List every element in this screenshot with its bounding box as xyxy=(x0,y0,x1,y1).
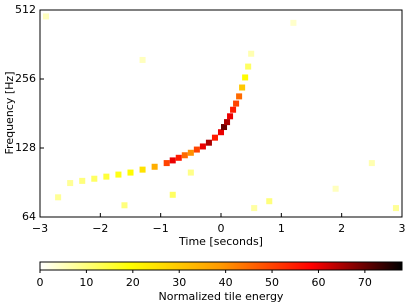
colorbar xyxy=(39,261,403,271)
colorbar-tick-label: 20 xyxy=(126,276,140,289)
x-tick-label: 1 xyxy=(278,222,285,235)
tile xyxy=(245,63,252,70)
y-axis-label: Frequency [Hz] xyxy=(3,72,16,155)
tile xyxy=(163,160,170,167)
tile xyxy=(187,149,194,156)
y-tick-label: 128 xyxy=(15,141,36,154)
tile xyxy=(251,205,258,212)
plot-frame xyxy=(39,9,403,218)
x-tick-label: 0 xyxy=(218,222,225,235)
tile xyxy=(332,185,339,192)
tile xyxy=(248,50,255,57)
tile xyxy=(242,74,249,81)
y-tick-label: 256 xyxy=(15,72,36,85)
colorbar-tick-label: 60 xyxy=(311,276,325,289)
colorbar-tick-label: 70 xyxy=(358,276,372,289)
tile xyxy=(187,169,194,176)
colorbar-tick-label: 50 xyxy=(265,276,279,289)
tile xyxy=(169,157,176,164)
tile xyxy=(221,124,228,131)
tile xyxy=(239,84,246,91)
tile xyxy=(230,106,237,113)
x-tick-label: −3 xyxy=(32,222,48,235)
y-tick-label: 64 xyxy=(22,210,36,223)
tile xyxy=(55,194,62,201)
tile xyxy=(224,119,231,126)
tile xyxy=(181,152,188,159)
x-tick-label: −2 xyxy=(92,222,108,235)
tile xyxy=(211,134,218,141)
tile xyxy=(115,171,122,178)
colorbar-tick-label: 10 xyxy=(79,276,93,289)
colorbar-tick-label: 0 xyxy=(37,276,44,289)
x-tick-label: −1 xyxy=(153,222,169,235)
tile xyxy=(290,19,297,26)
x-tick-label: 3 xyxy=(399,222,406,235)
tile xyxy=(233,100,240,107)
tile xyxy=(227,113,234,120)
tile xyxy=(205,139,212,146)
colorbar-tick-label: 40 xyxy=(219,276,233,289)
x-tick-label: 2 xyxy=(338,222,345,235)
tile xyxy=(175,154,182,161)
tile xyxy=(121,202,128,209)
tile xyxy=(79,177,86,184)
tile xyxy=(169,191,176,198)
tile xyxy=(217,129,225,136)
tile xyxy=(266,198,273,205)
y-tick-label: 512 xyxy=(15,3,36,16)
tile xyxy=(199,143,206,150)
tile xyxy=(127,169,134,176)
tile xyxy=(103,173,110,180)
tile xyxy=(151,163,158,170)
tile xyxy=(43,13,50,20)
tile xyxy=(193,146,200,153)
tile xyxy=(67,180,74,187)
tile xyxy=(392,205,399,212)
tile xyxy=(91,175,98,182)
tile xyxy=(236,93,243,100)
colorbar-label: Normalized tile energy xyxy=(159,290,284,303)
tile xyxy=(139,166,146,173)
colorbar-tick-label: 30 xyxy=(172,276,186,289)
tile xyxy=(139,56,146,63)
x-axis-label: Time [seconds] xyxy=(178,235,263,248)
tile xyxy=(368,160,375,167)
